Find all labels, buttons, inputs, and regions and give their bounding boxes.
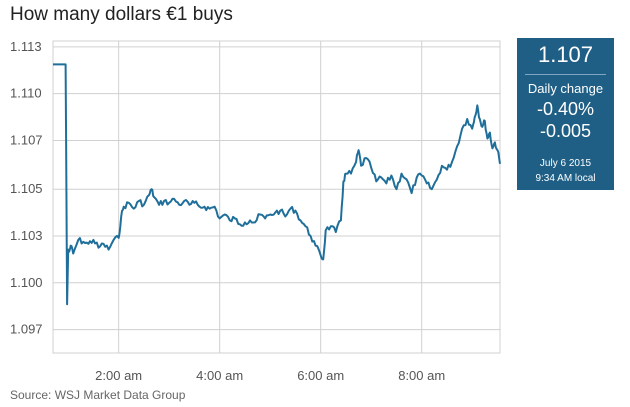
y-tick-label: 1.100 (10, 275, 43, 290)
x-axis: 2:00 am 4:00 am 6:00 am 8:00 am (95, 368, 445, 383)
x-tick-label: 8:00 am (398, 368, 445, 383)
y-tick-label: 1.105 (10, 181, 43, 196)
x-tick-label: 2:00 am (95, 368, 142, 383)
plot-frame (52, 40, 501, 354)
current-value: 1.107 (537, 42, 594, 67)
quote-date: July 6 2015 (539, 158, 592, 169)
y-tick-label: 1.103 (10, 228, 43, 243)
y-tick-label: 1.113 (10, 39, 42, 54)
panel-divider (525, 74, 606, 75)
quote-time: 9:34 AM local (535, 173, 596, 184)
y-axis: 1.113 1.110 1.107 1.105 1.103 1.100 1.097 (10, 39, 43, 337)
source-note: Source: WSJ Market Data Group (10, 388, 186, 402)
series-line (53, 63, 501, 306)
grid-lines (52, 40, 501, 354)
x-tick-label: 4:00 am (196, 368, 243, 383)
chart-title: How many dollars €1 buys (10, 4, 233, 25)
daily-change-label: Daily change (527, 81, 604, 96)
daily-change-percent: -0.40% (536, 99, 595, 119)
daily-change-absolute: -0.005 (539, 121, 592, 141)
x-tick-label: 6:00 am (297, 368, 344, 383)
quote-panel: 1.107 Daily change -0.40% -0.005 July 6 … (517, 38, 614, 190)
y-tick-label: 1.097 (10, 322, 43, 337)
y-tick-label: 1.110 (10, 86, 42, 101)
y-tick-label: 1.107 (10, 132, 43, 147)
